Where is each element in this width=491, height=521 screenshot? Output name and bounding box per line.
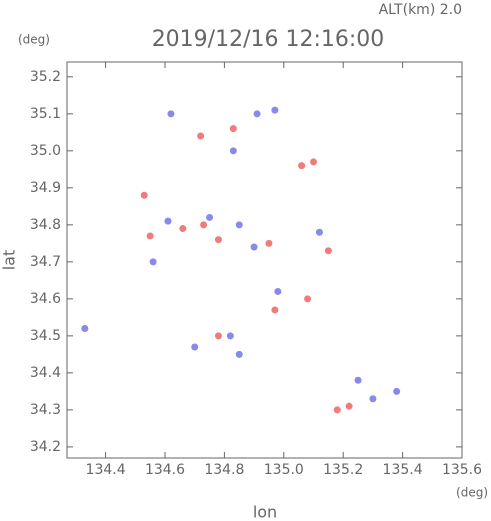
echo-point (274, 287, 282, 295)
echo-point (179, 225, 187, 233)
echo-point (354, 376, 362, 384)
y-tick-label: 34.4 (30, 365, 61, 381)
y-tick-label: 34.2 (30, 439, 61, 455)
x-tick-label: 134.4 (86, 462, 126, 478)
y-tick-label: 34.5 (30, 328, 61, 344)
echo-point (229, 125, 237, 133)
x-tick-label: 134.6 (145, 462, 185, 478)
plot-frame (66, 61, 463, 459)
x-tick-label: 135.0 (264, 462, 304, 478)
echo-point (214, 332, 222, 340)
x-tick-label: 134.8 (204, 462, 244, 478)
echo-point (315, 228, 323, 236)
echo-point (167, 110, 175, 118)
y-axis-label: lat (0, 250, 19, 271)
echo-point (333, 406, 341, 414)
y-tick-label: 34.6 (30, 291, 61, 307)
x-tick-label: 135.4 (383, 462, 423, 478)
echo-point (214, 236, 222, 244)
y-tick-label: 35.2 (30, 69, 61, 85)
y-tick-label: 35.1 (30, 106, 61, 122)
echo-point (146, 232, 154, 240)
y-tick-label: 34.3 (30, 402, 61, 418)
altitude-label: ALT(km) 2.0 (379, 2, 462, 18)
echo-point (304, 295, 312, 303)
echo-point (229, 147, 237, 155)
echo-point (197, 132, 205, 140)
y-tick-label: 34.7 (30, 254, 61, 270)
chart-title: 2019/12/16 12:16:00 (152, 27, 385, 52)
echo-point (324, 247, 332, 255)
echo-point (250, 243, 258, 251)
echo-point (310, 158, 318, 166)
echo-point (235, 350, 243, 358)
x-tick-label: 135.2 (323, 462, 363, 478)
echo-point (298, 162, 306, 170)
echo-point (191, 343, 199, 351)
echo-point (164, 217, 172, 225)
y-tick-label: 35.0 (30, 143, 61, 159)
y-tick-label: 34.8 (30, 217, 61, 233)
echo-point (369, 395, 377, 403)
echo-point (393, 387, 401, 395)
x-unit: (deg) (456, 486, 488, 500)
echo-point (200, 221, 208, 229)
y-unit: (deg) (18, 33, 50, 47)
echo-point (265, 239, 273, 247)
x-tick-label: 135.6 (442, 462, 482, 478)
echo-point (140, 191, 148, 199)
echo-point (271, 106, 279, 114)
echo-point (253, 110, 261, 118)
echo-point (345, 402, 353, 410)
echo-point (226, 332, 234, 340)
echo-point (81, 324, 89, 332)
echo-point (271, 306, 279, 314)
echo-point (235, 221, 243, 229)
x-axis-label: lon (253, 503, 277, 521)
echo-point (149, 258, 157, 266)
y-tick-label: 34.9 (30, 180, 61, 196)
echo-point (206, 213, 214, 221)
